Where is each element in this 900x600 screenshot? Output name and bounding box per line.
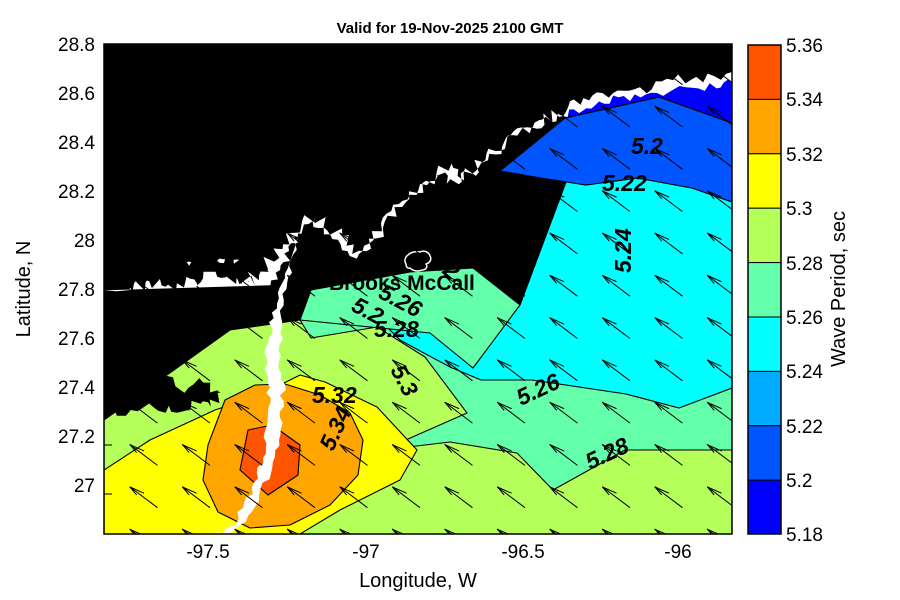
svg-text:Latitude, N: Latitude, N — [13, 241, 35, 338]
svg-text:-96.5: -96.5 — [501, 542, 544, 563]
svg-text:28: 28 — [74, 231, 95, 252]
svg-text:5.2: 5.2 — [786, 471, 812, 492]
svg-text:-97: -97 — [352, 542, 379, 563]
svg-text:27.8: 27.8 — [58, 280, 95, 301]
svg-text:5.3: 5.3 — [786, 199, 812, 220]
svg-text:5.22: 5.22 — [602, 170, 647, 196]
svg-text:5.24: 5.24 — [786, 362, 823, 383]
svg-text:27: 27 — [74, 476, 95, 497]
svg-text:28.2: 28.2 — [58, 182, 95, 203]
svg-text:5.24: 5.24 — [610, 228, 636, 273]
svg-text:Longitude, W: Longitude, W — [359, 570, 477, 592]
svg-text:27.4: 27.4 — [58, 378, 95, 399]
svg-text:-96: -96 — [664, 542, 691, 563]
svg-text:5.32: 5.32 — [786, 145, 823, 166]
svg-text:-97.5: -97.5 — [186, 542, 229, 563]
svg-text:27.2: 27.2 — [58, 427, 95, 448]
svg-text:5.18: 5.18 — [786, 525, 823, 546]
svg-text:27.6: 27.6 — [58, 329, 95, 350]
svg-text:5.2: 5.2 — [631, 133, 663, 159]
svg-text:5.22: 5.22 — [786, 417, 823, 438]
svg-text:28.6: 28.6 — [58, 84, 95, 105]
svg-text:5.36: 5.36 — [786, 36, 823, 57]
svg-text:5.28: 5.28 — [786, 254, 823, 275]
svg-text:5.34: 5.34 — [786, 90, 823, 111]
svg-text:28.8: 28.8 — [58, 35, 95, 56]
svg-text:Wave Period, sec: Wave Period, sec — [828, 211, 850, 367]
svg-text:28.4: 28.4 — [58, 133, 95, 154]
svg-text:5.26: 5.26 — [786, 308, 823, 329]
